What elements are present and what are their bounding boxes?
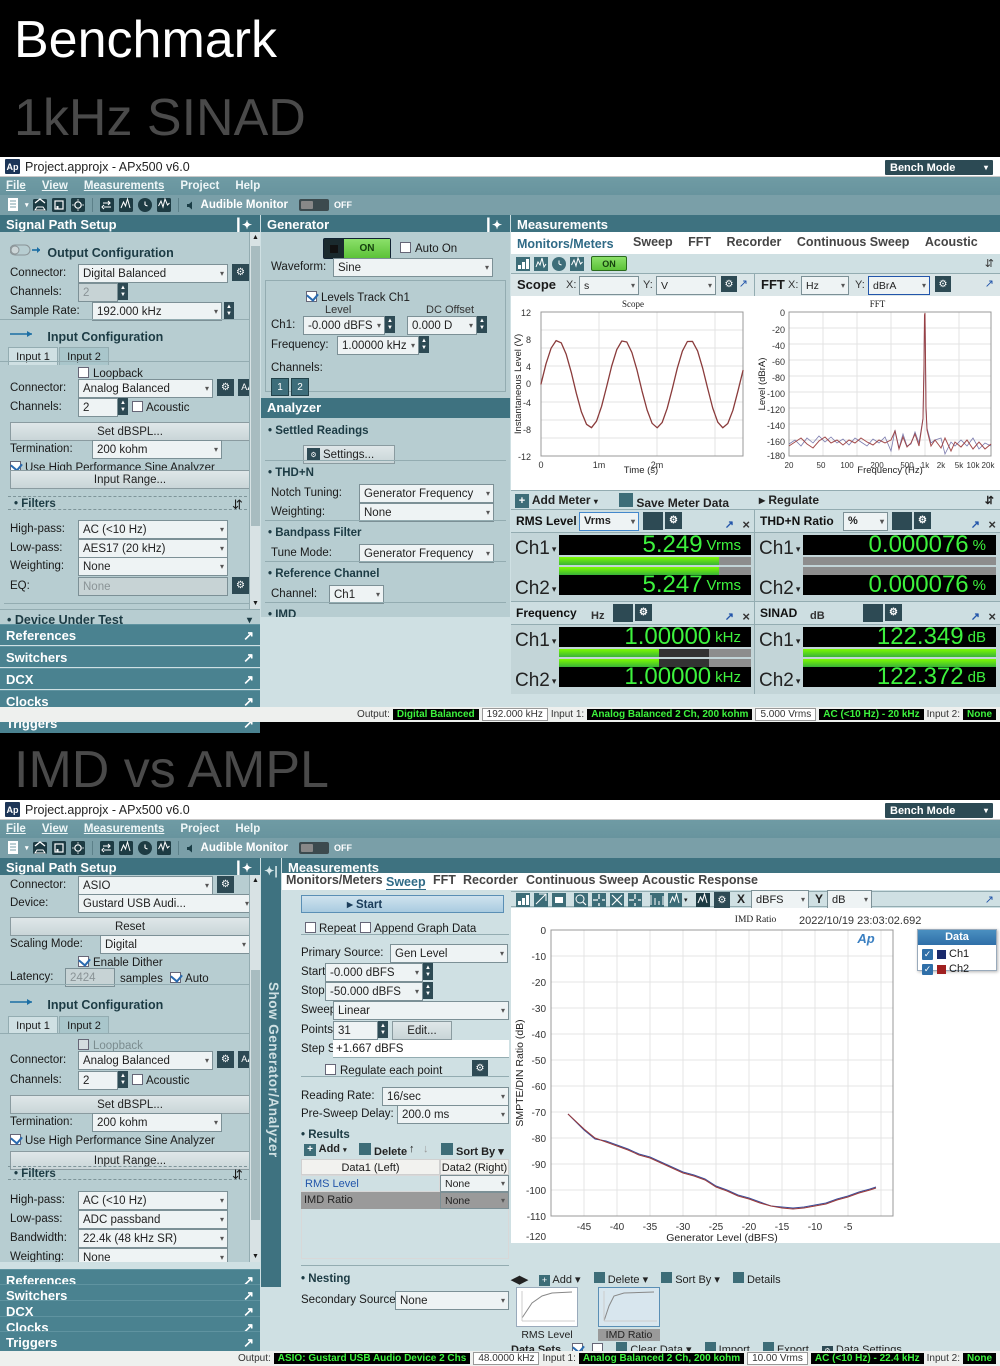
svg-text:Ap: Ap [856,931,874,946]
svg-text:SMPTE/DIN Ratio (dB): SMPTE/DIN Ratio (dB) [514,1019,526,1126]
svg-text:-100: -100 [767,389,785,399]
svg-text:-60: -60 [532,1082,547,1093]
svg-text:-80: -80 [772,373,785,383]
svg-text:-120: -120 [526,1232,546,1243]
svg-text:Time (s): Time (s) [624,465,658,476]
svg-text:-110: -110 [527,1212,547,1223]
svg-text:-20: -20 [772,325,785,335]
svg-text:50: 50 [817,461,826,470]
svg-text:-100: -100 [526,1186,546,1197]
svg-text:-40: -40 [772,341,785,351]
svg-text:Generator Level (dBFS): Generator Level (dBFS) [666,1232,777,1244]
svg-text:-160: -160 [767,437,785,447]
svg-text:-5: -5 [844,1222,853,1233]
svg-text:Frequency (Hz): Frequency (Hz) [857,465,922,476]
svg-text:-140: -140 [767,421,785,431]
svg-text:0: 0 [526,379,531,389]
svg-text:-80: -80 [532,1134,547,1145]
svg-text:-12: -12 [518,452,531,462]
svg-text:Instantaneous Level (V): Instantaneous Level (V) [513,334,524,434]
svg-text:4: 4 [526,362,531,372]
svg-text:-45: -45 [577,1222,592,1233]
svg-text:8: 8 [526,335,531,345]
svg-text:-90: -90 [532,1160,547,1171]
svg-text:-30: -30 [532,1004,547,1015]
svg-text:2k: 2k [937,461,946,470]
svg-text:5k: 5k [955,461,964,470]
svg-text:-50: -50 [532,1056,547,1067]
svg-text:0: 0 [538,460,543,470]
svg-text:-120: -120 [767,405,785,415]
svg-text:0: 0 [780,308,785,318]
svg-text:-180: -180 [767,451,785,461]
svg-text:-10: -10 [808,1222,823,1233]
svg-text:1m: 1m [593,460,606,470]
svg-text:20k: 20k [982,461,996,470]
svg-text:10k: 10k [967,461,981,470]
svg-text:-40: -40 [610,1222,625,1233]
svg-text:-8: -8 [523,425,531,435]
svg-text:-70: -70 [532,1108,547,1119]
svg-text:-40: -40 [532,1030,547,1041]
svg-text:100: 100 [840,461,854,470]
svg-text:-10: -10 [532,952,547,963]
svg-text:-60: -60 [772,357,785,367]
svg-text:0: 0 [540,926,546,937]
svg-text:Level (dBrA): Level (dBrA) [757,358,768,411]
svg-text:-4: -4 [523,398,531,408]
svg-text:20: 20 [785,461,794,470]
svg-text:-20: -20 [532,978,547,989]
svg-text:-35: -35 [643,1222,658,1233]
svg-text:12: 12 [521,308,531,318]
